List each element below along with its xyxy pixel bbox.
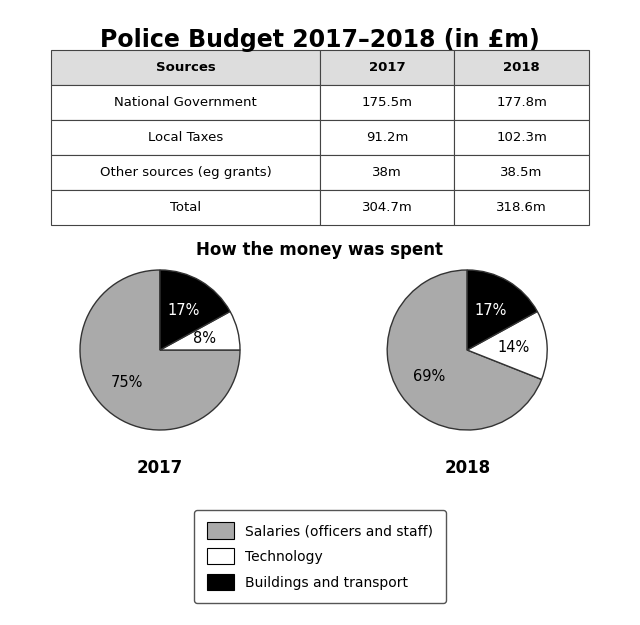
Wedge shape [160,311,240,350]
Text: Police Budget 2017–2018 (in £m): Police Budget 2017–2018 (in £m) [100,28,540,52]
Text: How the money was spent: How the money was spent [196,241,444,259]
Text: 14%: 14% [497,339,530,354]
Wedge shape [80,270,240,430]
Wedge shape [387,270,541,430]
Text: 17%: 17% [475,302,507,318]
Text: 17%: 17% [168,302,200,318]
Text: 2017: 2017 [137,459,183,478]
Legend: Salaries (officers and staff), Technology, Buildings and transport: Salaries (officers and staff), Technolog… [194,510,446,602]
Wedge shape [467,311,547,379]
Wedge shape [160,270,230,350]
Text: 69%: 69% [413,369,445,384]
Wedge shape [467,270,538,350]
Text: 8%: 8% [193,331,216,346]
Text: 75%: 75% [111,375,143,390]
Text: 2018: 2018 [444,459,490,478]
